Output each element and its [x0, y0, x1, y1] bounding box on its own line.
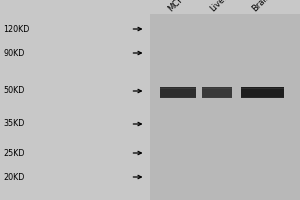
Bar: [202, 97, 232, 98]
Text: 25KD: 25KD: [3, 148, 25, 158]
Bar: [242, 87, 284, 98]
Bar: [160, 97, 196, 98]
Bar: [202, 87, 232, 98]
Text: Brain: Brain: [250, 0, 272, 13]
Text: MCF-7: MCF-7: [166, 0, 191, 13]
Bar: [202, 88, 232, 89]
Text: 35KD: 35KD: [3, 119, 24, 129]
Bar: [242, 97, 284, 98]
Text: Liver: Liver: [208, 0, 229, 13]
Text: 20KD: 20KD: [3, 172, 24, 182]
Bar: [160, 88, 196, 89]
Bar: [242, 88, 284, 89]
Text: 90KD: 90KD: [3, 48, 24, 58]
Text: 50KD: 50KD: [3, 86, 24, 95]
Text: 120KD: 120KD: [3, 24, 29, 33]
Bar: [150, 14, 300, 200]
Bar: [160, 87, 196, 98]
